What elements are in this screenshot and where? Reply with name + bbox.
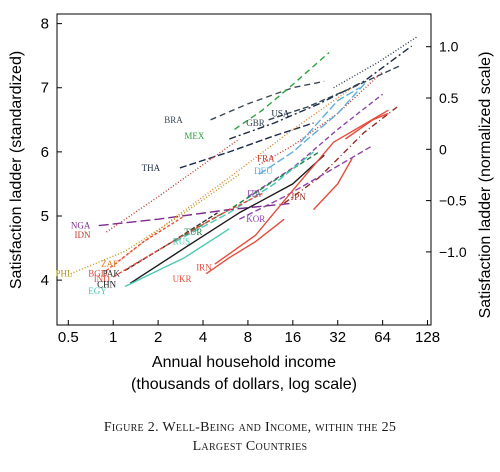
series-line-kor <box>238 144 374 220</box>
series-label-jpn: JPN <box>291 192 307 202</box>
series-line-fra <box>258 71 384 166</box>
series-line-rus <box>174 151 314 243</box>
series-line-chn <box>129 154 325 284</box>
series-line-egy <box>124 228 230 288</box>
series-label-usa: USA <box>271 108 290 118</box>
series-label-rus: RUS <box>173 237 191 247</box>
y-axis-ticks: 4 5 6 7 8 <box>41 16 62 289</box>
x-tick-label: 4 <box>199 329 207 346</box>
y2-tick-label: −0.5 <box>439 193 467 209</box>
series-line-gbr <box>268 64 402 121</box>
series-line-zaf <box>118 87 353 262</box>
series-label-idn: IDN <box>74 230 90 240</box>
series-label-bra: BRA <box>164 115 183 125</box>
extra-line-2 <box>312 157 353 211</box>
series-line-ukr <box>205 218 285 275</box>
y-tick-label: 5 <box>41 208 49 225</box>
series-line-jpn <box>283 106 398 204</box>
y-tick-label: 7 <box>41 80 49 97</box>
x-axis-sublabel: (thousands of dollars, log scale) <box>131 376 357 393</box>
series-label-kor: KOR <box>246 214 265 224</box>
series-label-fra: FRA <box>257 153 275 163</box>
series-line-bra <box>210 80 325 121</box>
series-line-tha <box>179 122 314 169</box>
extra-line-4 <box>299 87 361 143</box>
series-label-irn: IRN <box>196 262 212 272</box>
series-lines <box>70 35 419 288</box>
chart: 0.5 1 2 4 8 16 32 64 128 4 5 6 7 8 −1.0 −0.5 0 0.5 1.0 U… <box>8 13 494 393</box>
y2-tick-label: 0.5 <box>439 90 459 106</box>
x-tick-label: 2 <box>154 329 162 346</box>
series-label-phl: PHL <box>55 269 72 279</box>
series-label-ukr: UKR <box>173 274 192 284</box>
x-tick-label: 64 <box>374 329 391 346</box>
series-line-mex <box>234 51 330 130</box>
x-tick-label: 0.5 <box>58 329 79 346</box>
series-label-bgd: BGD <box>88 269 108 279</box>
y2-tick-label: −1.0 <box>439 244 467 260</box>
y2-tick-label: 0 <box>439 141 447 157</box>
series-label-nga: NGA <box>71 221 91 231</box>
series-label-tur: TUR <box>184 227 202 237</box>
y2-axis-ticks: −1.0 −0.5 0 0.5 1.0 <box>426 39 467 260</box>
y-axis-label-left: Satisfaction ladder (standardized) <box>8 51 25 289</box>
y-axis-label-right: Satisfaction ladder (normalized scale) <box>477 52 494 319</box>
series-label-mex: MEX <box>184 131 205 141</box>
series-label-egy: EGY <box>88 286 107 296</box>
series-label-tha: THA <box>142 163 161 173</box>
x-tick-label: 32 <box>329 329 346 346</box>
series-line-bgd <box>105 215 185 272</box>
series-line-deu <box>258 80 368 175</box>
series-label-zaf: ZAF <box>101 259 118 269</box>
figure-caption: Figure 2. Well-Being and Income, within … <box>0 418 500 456</box>
series-line-usa <box>229 45 413 140</box>
series-line-nga <box>98 202 293 227</box>
y-tick-label: 6 <box>41 144 49 161</box>
series-label-chn: CHN <box>97 280 117 290</box>
series-label-pak: PAK <box>103 269 121 279</box>
y-tick-label: 4 <box>41 272 49 289</box>
caption-line-1: Figure 2. Well-Being and Income, within … <box>103 420 397 435</box>
series-line-ita <box>247 93 384 198</box>
series-label-gbr: GBR <box>246 118 265 128</box>
y-tick-label: 8 <box>41 16 49 33</box>
series-label-ind: IND <box>94 274 110 284</box>
x-axis-label: Annual household income <box>152 354 336 371</box>
caption-line-2: Largest Countries <box>192 439 308 454</box>
x-tick-label: 8 <box>244 329 252 346</box>
x-tick-label: 1 <box>109 329 117 346</box>
extra-line-1 <box>333 35 419 89</box>
x-tick-label: 16 <box>284 329 301 346</box>
series-line-phl <box>70 173 240 275</box>
series-label-deu: DEU <box>254 166 273 176</box>
y2-tick-label: 1.0 <box>439 39 459 55</box>
series-line-idn <box>106 138 240 233</box>
series-line-irn <box>214 109 389 265</box>
series-label-ita: ITA <box>247 189 262 199</box>
x-axis-ticks: 0.5 1 2 4 8 16 32 64 128 <box>58 320 440 346</box>
extra-line-3 <box>344 112 389 140</box>
plot-frame <box>56 13 432 326</box>
x-tick-label: 128 <box>415 329 440 346</box>
series-line-ind <box>112 192 263 278</box>
